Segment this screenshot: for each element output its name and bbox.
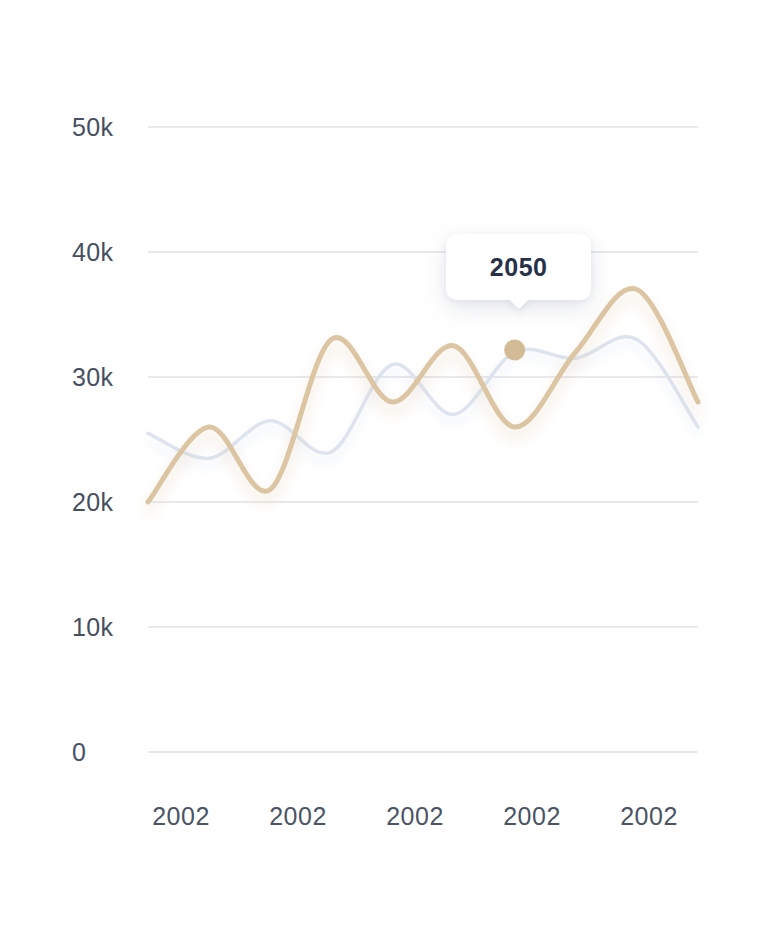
x-axis-tick-label: 2002 — [121, 802, 241, 831]
series-line-secondary[interactable] — [148, 337, 698, 459]
y-axis-tick-label: 30k — [72, 363, 113, 391]
highlighted-point-marker[interactable] — [504, 340, 525, 361]
series-line-primary[interactable] — [148, 289, 698, 502]
x-axis-tick-label: 2002 — [355, 802, 475, 831]
y-axis-tick-label: 50k — [72, 113, 113, 141]
y-axis-tick-label: 40k — [72, 238, 113, 266]
x-axis-tick-label: 2002 — [472, 802, 592, 831]
y-axis-tick-label: 10k — [72, 613, 113, 641]
x-axis-tick-label: 2002 — [238, 802, 358, 831]
line-chart: 50k40k30k20k10k0 20022002200220022002 20… — [0, 0, 768, 928]
y-axis-tick-label: 0 — [72, 738, 86, 766]
x-axis-tick-label: 2002 — [589, 802, 709, 831]
chart-plot-area — [0, 0, 768, 928]
tooltip-label: 2050 — [490, 253, 548, 282]
chart-tooltip: 2050 — [446, 234, 591, 300]
y-axis-tick-label: 20k — [72, 488, 113, 516]
